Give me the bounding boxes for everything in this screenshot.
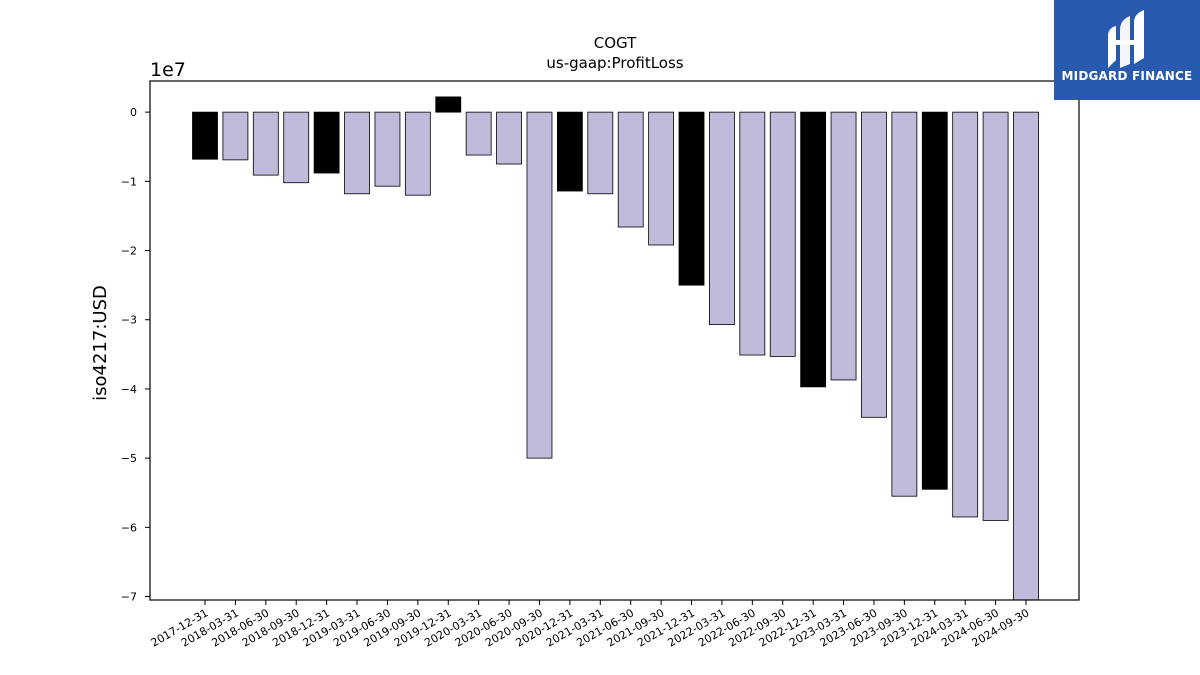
bar-2018-12-31 — [313, 111, 340, 174]
chart-subtitle: us-gaap:ProfitLoss — [546, 54, 683, 72]
y-tick-label: −3 — [121, 314, 137, 327]
midgard-finance-logo: MIDGARD FINANCE — [1054, 0, 1200, 100]
bar-2024-06-30 — [982, 111, 1009, 521]
bar-2020-03-31 — [465, 111, 492, 156]
bar-2017-12-31 — [192, 111, 218, 160]
bar-2023-12-31 — [921, 111, 948, 490]
chart-title: COGT — [594, 34, 637, 52]
bar-2019-06-30 — [374, 111, 401, 187]
bar-2021-09-30 — [648, 111, 675, 246]
x-axis: 2017-12-312018-03-312018-06-302018-09-30… — [149, 600, 1032, 650]
bar-series — [192, 96, 1039, 601]
bar-2018-06-30 — [252, 111, 279, 176]
y-tick-label: −5 — [121, 452, 137, 465]
plot-frame — [149, 80, 1080, 601]
bar-2021-12-31 — [678, 111, 705, 286]
y-tick-label: 0 — [130, 106, 137, 119]
bar-2018-03-31 — [222, 111, 249, 161]
y-tick-label: −7 — [121, 591, 137, 604]
y-tick-label: −1 — [121, 175, 137, 188]
bar-2019-09-30 — [404, 111, 431, 196]
bar-2024-03-31 — [952, 111, 979, 518]
logo-text: MIDGARD FINANCE — [1061, 69, 1193, 83]
bar-2023-06-30 — [861, 111, 887, 418]
bar-2022-06-30 — [739, 111, 766, 356]
bar-2020-12-31 — [556, 111, 583, 192]
y-axis-label: iso4217:USD — [90, 285, 111, 401]
bar-2021-03-31 — [587, 111, 614, 195]
bar-2022-09-30 — [769, 111, 796, 357]
bar-2022-03-31 — [709, 111, 735, 325]
bar-2019-12-31 — [435, 96, 462, 113]
bar-2022-12-31 — [800, 111, 827, 388]
y-tick-label: −2 — [121, 245, 137, 258]
y-scale-label: 1e7 — [150, 59, 186, 81]
bar-2021-06-30 — [617, 111, 644, 228]
y-axis: 0 −1 −2 −3 −4 −5 −6 −7 — [121, 106, 150, 604]
bar-2018-09-30 — [283, 111, 310, 184]
bar-2020-06-30 — [496, 111, 522, 165]
bar-2024-09-30 — [1013, 111, 1039, 601]
y-tick-label: −4 — [121, 383, 137, 396]
logo-mark-icon — [1108, 10, 1144, 68]
bar-2019-03-31 — [344, 111, 370, 195]
bar-2023-09-30 — [891, 111, 918, 497]
bar-2023-03-31 — [830, 111, 857, 381]
y-tick-label: −6 — [121, 521, 137, 534]
bar-2020-09-30 — [526, 111, 553, 459]
